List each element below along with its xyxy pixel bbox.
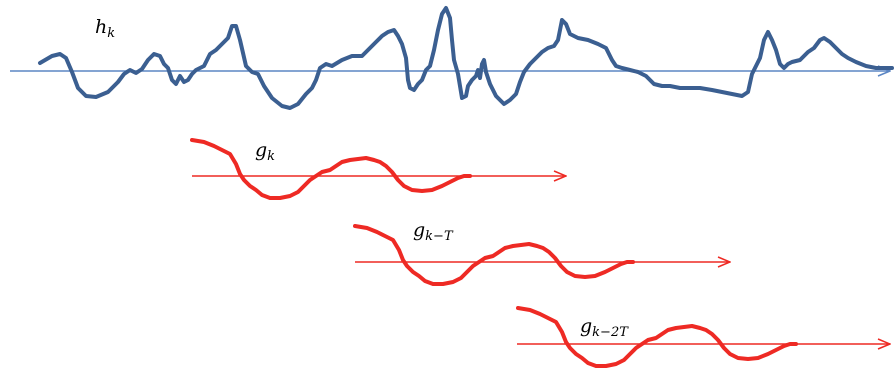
kernel-waveform-0 <box>190 138 472 200</box>
kernel-waveform-2 <box>516 306 798 368</box>
kernel-waveform-1 <box>353 224 635 286</box>
kernel-label-0: gk <box>255 139 275 164</box>
kernel-label-2: gk−2T <box>580 315 629 340</box>
signal-label: hk <box>95 16 115 41</box>
signal-waveform <box>38 6 894 110</box>
kernel-label-1: gk−T <box>413 219 454 244</box>
